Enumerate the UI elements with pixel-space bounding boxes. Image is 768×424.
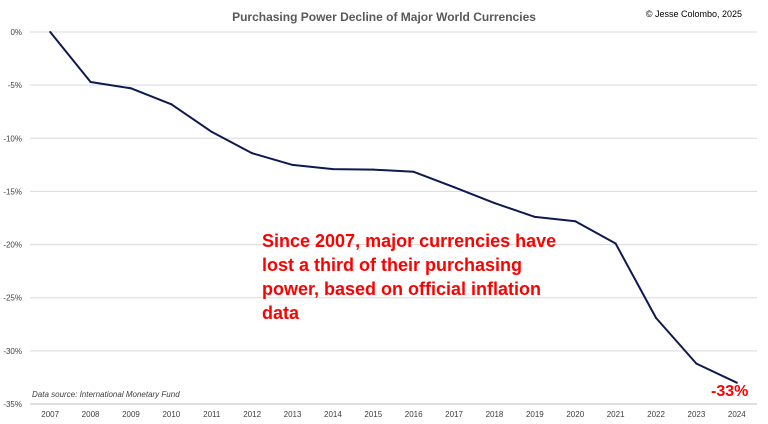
- data-point: [331, 168, 334, 171]
- copyright-note: © Jesse Colombo, 2025: [645, 9, 742, 19]
- y-tick-label: -30%: [3, 347, 22, 356]
- x-tick-label: 2017: [445, 410, 463, 419]
- y-tick-label: -20%: [3, 241, 22, 250]
- data-point: [412, 170, 415, 173]
- y-tick-label: -35%: [3, 400, 22, 409]
- data-point: [210, 130, 213, 133]
- data-source-note: Data source: International Monetary Fund: [32, 390, 180, 399]
- data-point: [574, 220, 577, 223]
- data-point: [251, 152, 254, 155]
- x-tick-label: 2012: [243, 410, 261, 419]
- x-tick-label: 2021: [607, 410, 625, 419]
- data-point: [735, 381, 738, 384]
- data-point: [655, 316, 658, 319]
- x-tick-label: 2013: [284, 410, 302, 419]
- data-point: [170, 103, 173, 106]
- x-tick-label: 2011: [203, 410, 221, 419]
- data-point: [129, 87, 132, 90]
- x-tick-label: 2018: [486, 410, 504, 419]
- y-tick-label: -25%: [3, 294, 22, 303]
- x-tick-label: 2007: [41, 410, 59, 419]
- data-point: [533, 215, 536, 218]
- annotation-callout: Since 2007, major currencies have lost a…: [262, 231, 557, 323]
- x-tick-label: 2023: [688, 410, 706, 419]
- y-tick-label: -10%: [3, 134, 22, 143]
- data-point: [493, 202, 496, 205]
- end-value-label: -33%: [711, 383, 749, 400]
- x-tick-label: 2010: [162, 410, 180, 419]
- data-point: [453, 186, 456, 189]
- x-tick-label: 2015: [364, 410, 382, 419]
- x-tick-label: 2014: [324, 410, 342, 419]
- x-tick-label: 2019: [526, 410, 544, 419]
- data-point: [372, 168, 375, 171]
- data-point: [291, 163, 294, 166]
- x-tick-label: 2008: [82, 410, 100, 419]
- data-point: [695, 362, 698, 365]
- x-tick-label: 2024: [728, 410, 746, 419]
- data-point: [49, 31, 52, 33]
- data-point: [89, 80, 92, 83]
- x-tick-label: 2016: [405, 410, 423, 419]
- series-line: [49, 31, 738, 384]
- y-tick-label: 0%: [10, 28, 22, 37]
- x-tick-label: 2020: [566, 410, 584, 419]
- y-tick-label: -5%: [8, 81, 22, 90]
- chart-title: Purchasing Power Decline of Major World …: [232, 10, 536, 24]
- x-tick-label: 2009: [122, 410, 140, 419]
- y-tick-label: -15%: [3, 187, 22, 196]
- data-point: [614, 242, 617, 245]
- x-tick-label: 2022: [647, 410, 665, 419]
